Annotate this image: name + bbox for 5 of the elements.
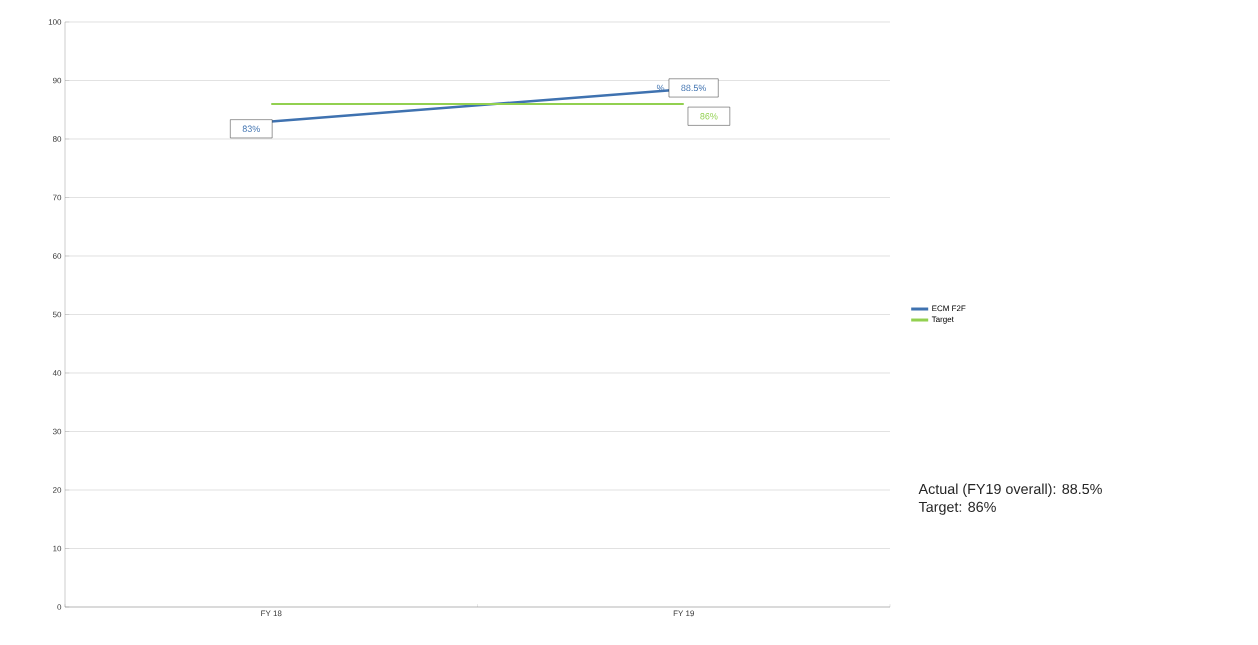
data-label: 83%: [242, 125, 260, 132]
text: Actual (FY19 overall): 88.5%: [918, 483, 1102, 497]
data-label: 86%: [700, 113, 718, 120]
data-label: 88.5%: [681, 84, 707, 92]
text: Target: 86%: [918, 501, 996, 515]
